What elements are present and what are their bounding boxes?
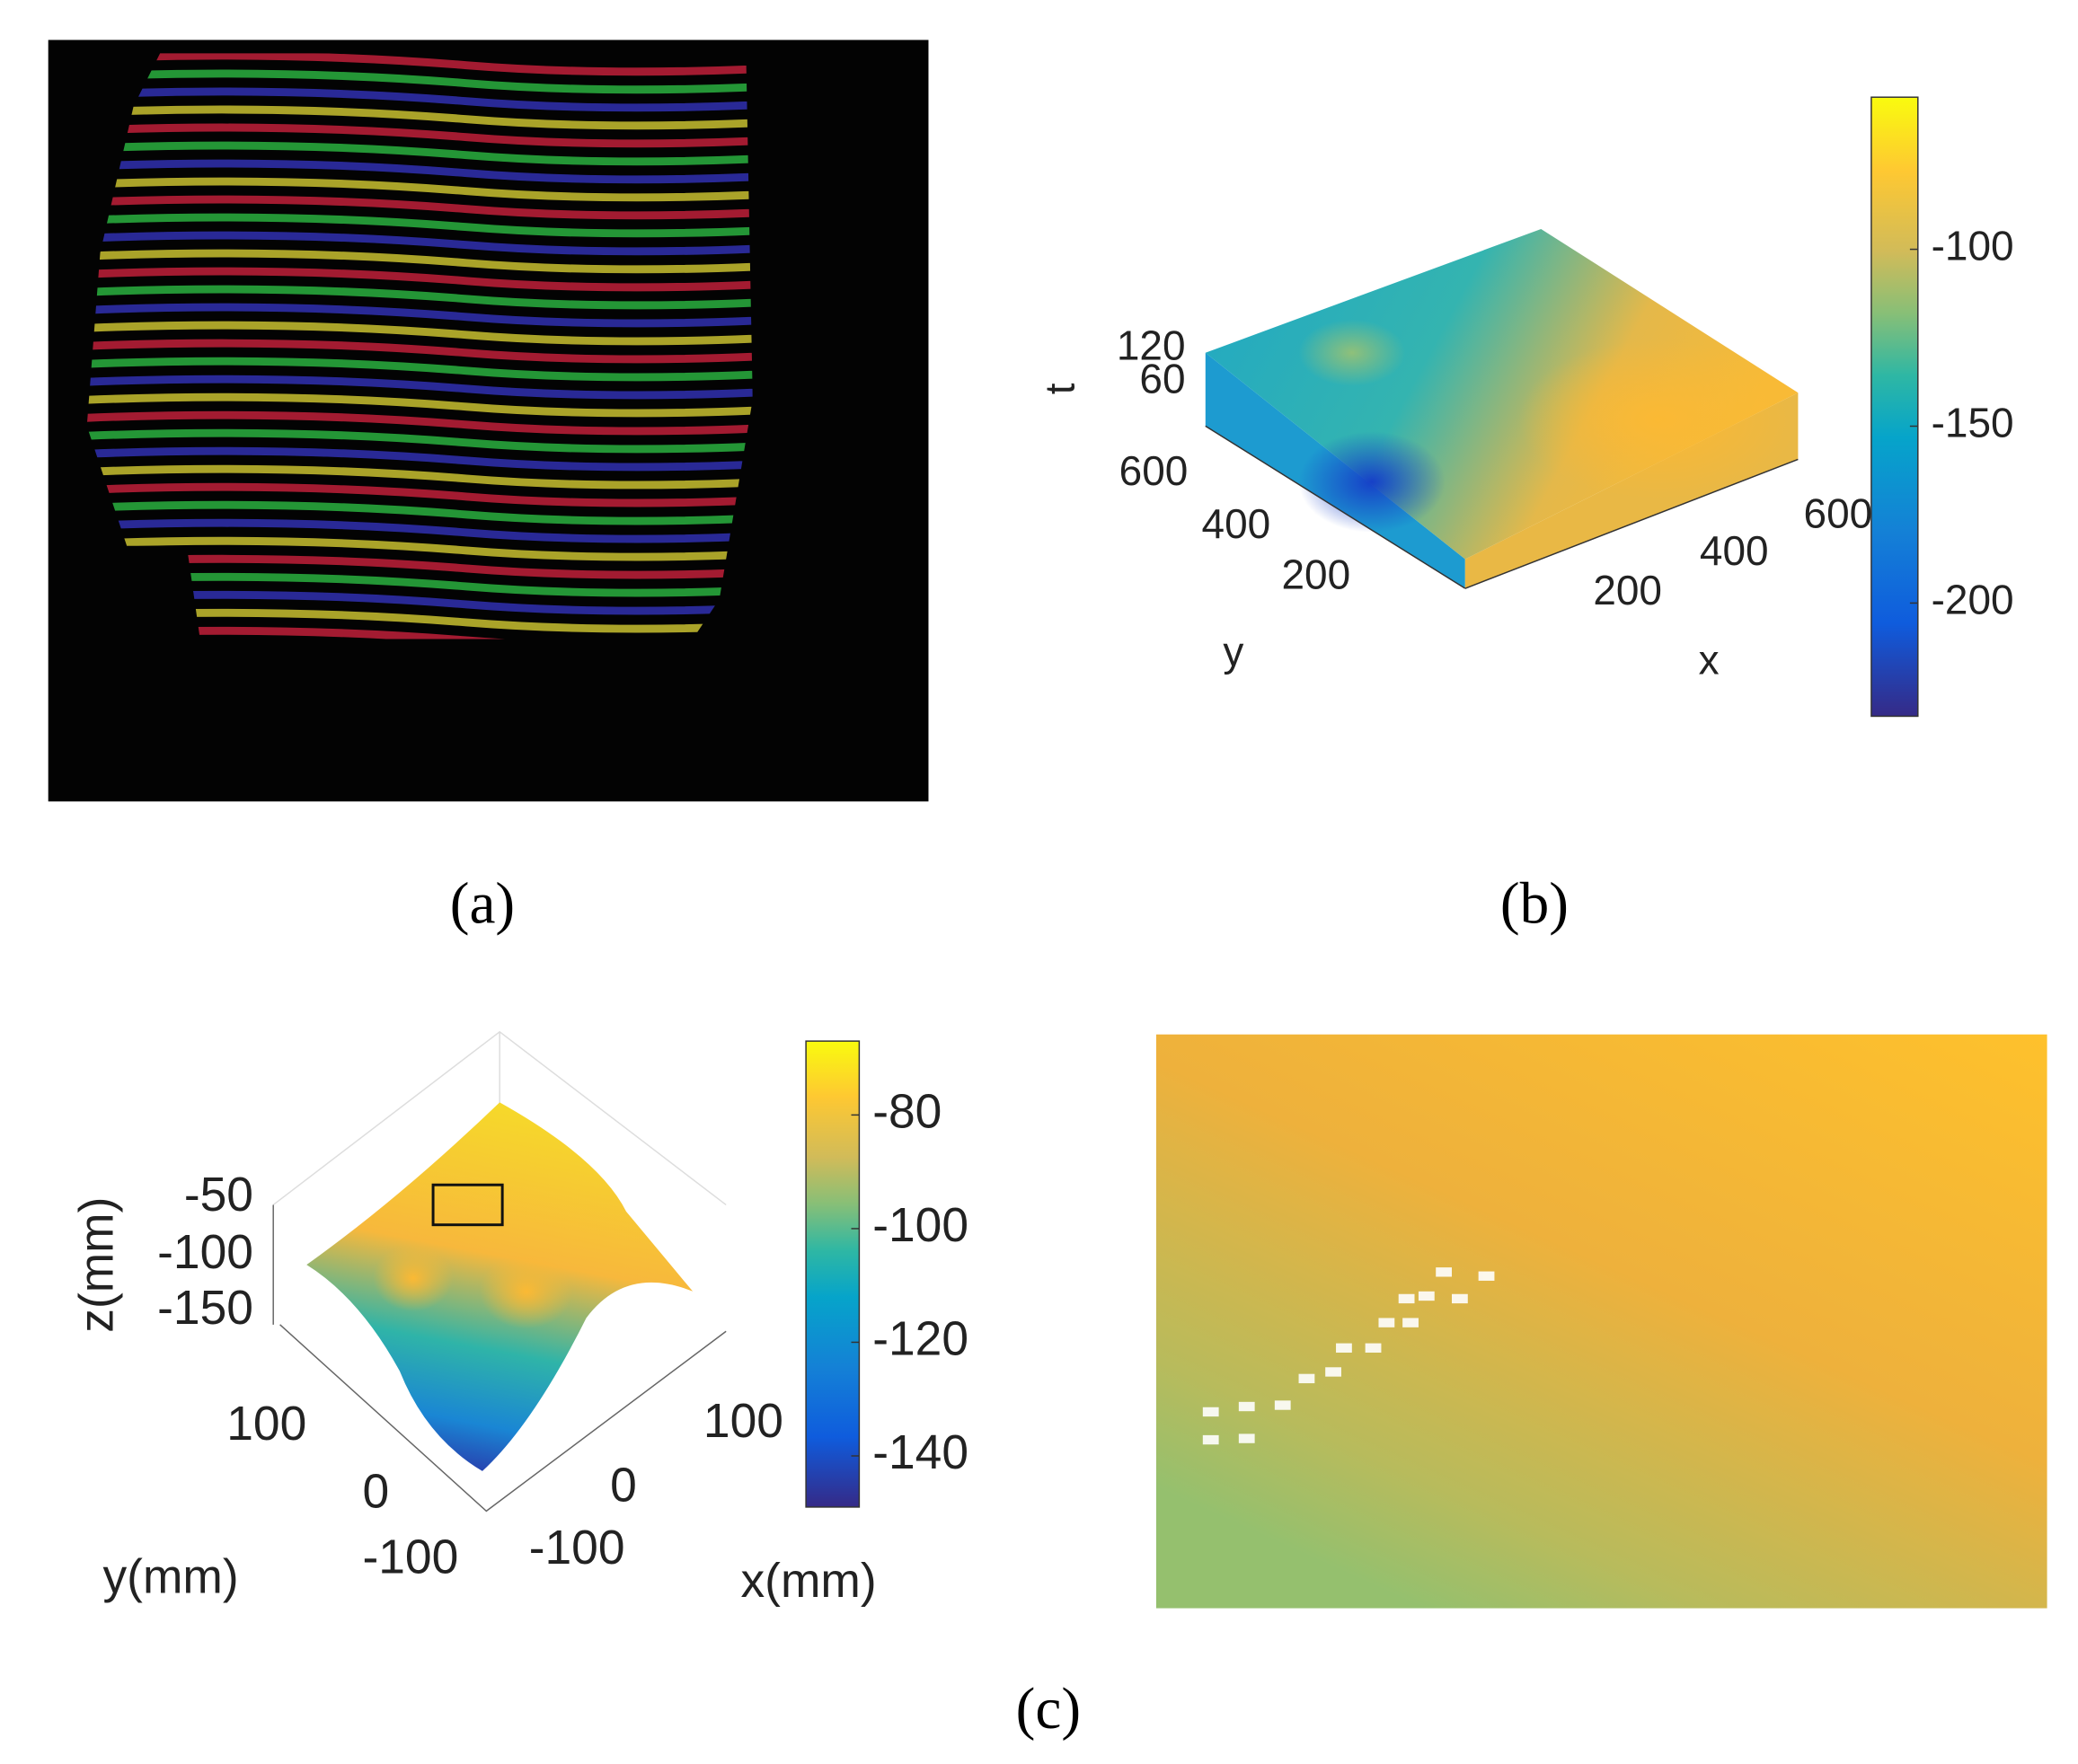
colorbar-tick-label: -80 bbox=[872, 1085, 942, 1138]
stripe bbox=[86, 213, 753, 238]
marker-dot bbox=[1418, 1291, 1435, 1301]
zoom-box bbox=[431, 1183, 504, 1227]
marker-dots bbox=[1202, 1267, 1495, 1445]
stripe bbox=[86, 446, 753, 472]
surface-shade bbox=[373, 1244, 454, 1312]
tick-label: 400 bbox=[1202, 500, 1271, 547]
box-plot bbox=[1205, 228, 1799, 589]
axis-label: x bbox=[1699, 636, 1720, 683]
caption: (b) bbox=[1500, 871, 1569, 936]
stripe bbox=[86, 231, 753, 256]
colorbar-tick-label: -100 bbox=[872, 1199, 968, 1252]
colorbar-tick-label: -100 bbox=[1932, 223, 2014, 269]
tick-label: 600 bbox=[1804, 490, 1873, 536]
stripe bbox=[86, 392, 753, 418]
stripe bbox=[86, 249, 753, 274]
marker-dot bbox=[1336, 1343, 1352, 1353]
axis-line bbox=[1205, 425, 1466, 589]
marker-dot bbox=[1202, 1434, 1219, 1445]
surface-shade bbox=[479, 1254, 573, 1329]
tick-label: -100 bbox=[157, 1226, 253, 1279]
stripe bbox=[86, 536, 753, 561]
stripe bbox=[86, 195, 753, 220]
box-top bbox=[1205, 228, 1799, 560]
marker-dot bbox=[1202, 1407, 1219, 1417]
axis-label: y(mm) bbox=[103, 1551, 239, 1604]
tick-label: 120 bbox=[1117, 322, 1186, 368]
marker-dot bbox=[1378, 1318, 1395, 1327]
axis-label: y bbox=[1223, 628, 1243, 675]
colorbar-tick-label: -150 bbox=[1932, 400, 2014, 446]
colorbar-scale bbox=[1870, 96, 1919, 718]
surface-shade bbox=[1298, 431, 1446, 533]
stripe bbox=[86, 69, 753, 94]
stripe bbox=[86, 482, 753, 507]
stripe bbox=[86, 159, 753, 184]
stripe bbox=[86, 518, 753, 543]
stripe bbox=[86, 428, 753, 454]
colorbar-tick-label: -140 bbox=[872, 1426, 968, 1479]
marker-dot bbox=[1274, 1400, 1291, 1410]
surface-shade bbox=[1518, 339, 1799, 499]
stripe bbox=[86, 339, 753, 364]
tick-label: 200 bbox=[1281, 551, 1350, 597]
marker-dot bbox=[1325, 1367, 1341, 1377]
marker-dot bbox=[1398, 1293, 1415, 1304]
marker-dot bbox=[1478, 1271, 1495, 1281]
caption: (c) bbox=[1016, 1677, 1081, 1742]
tick-label: -100 bbox=[362, 1530, 458, 1583]
tick-label: 100 bbox=[226, 1398, 306, 1451]
tick-label: 60 bbox=[1139, 356, 1185, 402]
tick-label: -150 bbox=[157, 1282, 253, 1335]
stripe bbox=[86, 123, 753, 148]
marker-dot bbox=[1452, 1293, 1468, 1304]
tick-label: -100 bbox=[529, 1521, 625, 1574]
tick-label: 200 bbox=[1593, 567, 1662, 613]
surface-shade bbox=[1298, 319, 1406, 386]
axis-line bbox=[1464, 458, 1799, 589]
stripe bbox=[86, 285, 753, 310]
colorbar-tick-label: -120 bbox=[872, 1313, 968, 1366]
marker-dot bbox=[1436, 1267, 1453, 1277]
surface-plot bbox=[272, 1030, 727, 1513]
stripe bbox=[86, 105, 753, 130]
tick-label: 0 bbox=[610, 1459, 637, 1512]
tick-label: 400 bbox=[1700, 527, 1769, 574]
caption: (a) bbox=[450, 871, 515, 936]
axis-label: x(mm) bbox=[741, 1555, 877, 1608]
colorbar-tick-label: -200 bbox=[1932, 577, 2014, 623]
colorbar-scale bbox=[805, 1040, 861, 1508]
stripe bbox=[86, 554, 753, 579]
marker-dot bbox=[1365, 1343, 1382, 1353]
marker-dot bbox=[1238, 1401, 1255, 1412]
stripe bbox=[86, 303, 753, 328]
axis-line bbox=[279, 1324, 727, 1513]
tick-label: 100 bbox=[703, 1395, 783, 1448]
marker-dot bbox=[1238, 1433, 1255, 1443]
stripe bbox=[86, 321, 753, 346]
tick-label: 0 bbox=[362, 1466, 389, 1519]
stripe bbox=[86, 141, 753, 166]
colorbar: -80 -100 -120 -140 bbox=[805, 1040, 968, 1508]
marker-dot bbox=[1402, 1318, 1419, 1327]
axis-label: t bbox=[1036, 383, 1083, 394]
tick-label: 600 bbox=[1119, 447, 1189, 494]
colorbar: -100 -150 -200 bbox=[1870, 96, 2014, 718]
axis-label: z(mm) bbox=[71, 1197, 124, 1333]
stripe bbox=[86, 267, 753, 292]
stripe bbox=[86, 500, 753, 525]
stripe bbox=[86, 53, 753, 76]
stripe bbox=[86, 87, 753, 112]
stripe bbox=[86, 375, 753, 400]
stripe bbox=[86, 177, 753, 202]
stripe bbox=[86, 410, 753, 436]
stripe bbox=[86, 464, 753, 490]
tick-label: -50 bbox=[184, 1169, 253, 1222]
marker-dot bbox=[1298, 1373, 1315, 1384]
zoom-image bbox=[1155, 1034, 2047, 1609]
stripe bbox=[86, 357, 753, 382]
